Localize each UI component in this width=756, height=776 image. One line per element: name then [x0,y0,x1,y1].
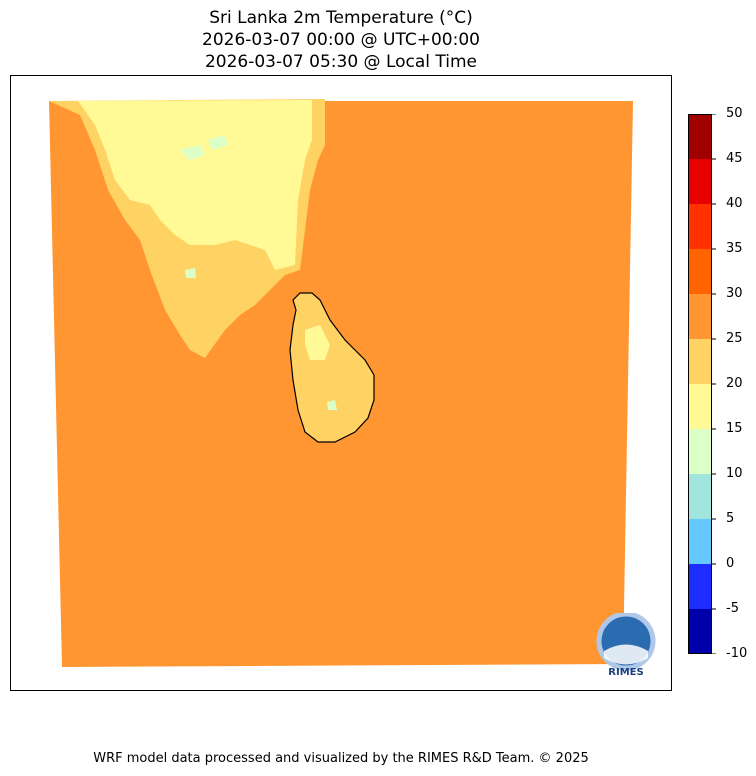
map-axes-frame [10,75,672,691]
colorbar-bin [688,339,712,384]
colorbar-tick-label: 10 [726,466,743,481]
colorbar-bin [688,609,712,654]
colorbar-tick-label: 35 [726,241,743,256]
colorbar-tick-label: 5 [726,511,735,526]
sri-lanka-cool-spot [327,400,337,410]
colorbar-tick-label: -5 [726,601,739,616]
india-cool-spot [185,268,196,278]
colorbar-tick-label: 25 [726,331,743,346]
colorbar-tick-label: 40 [726,196,743,211]
colorbar-frame [688,114,712,654]
colorbar-bin [688,249,712,294]
colorbar-bin [688,384,712,429]
svg-text:RIMES: RIMES [608,667,643,677]
chart-title: Sri Lanka 2m Temperature (°C) [209,8,473,28]
colorbar-tick-label: 50 [726,106,743,121]
colorbar [688,114,716,654]
footer-credit: WRF model data processed and visualized … [93,751,589,766]
india-cool-spot [208,135,228,150]
colorbar-bin [688,204,712,249]
colorbar-tick-label: 30 [726,286,743,301]
temperature-map [49,99,633,667]
colorbar-tick-label: 20 [726,376,743,391]
colorbar-bin [688,474,712,519]
colorbar-bin [688,114,712,159]
colorbar-tick-label: 45 [726,151,743,166]
india-mild-region [78,100,312,270]
colorbar-bin [688,564,712,609]
sri-lanka-mild-region [305,325,330,360]
colorbar-tick-label: 0 [726,556,735,571]
colorbar-bin [688,159,712,204]
rimes-logo: RIMES [596,613,656,677]
local-time: 2026-03-07 05:30 @ Local Time [204,52,478,72]
colorbar-tick-label: 15 [726,421,743,436]
colorbar-bin [688,519,712,564]
india-cool-spot [180,145,205,160]
colorbar-bin [688,294,712,339]
colorbar-tick-label: -10 [726,646,748,661]
utc-time: 2026-03-07 00:00 @ UTC+00:00 [202,30,480,50]
colorbar-bin [688,429,712,474]
